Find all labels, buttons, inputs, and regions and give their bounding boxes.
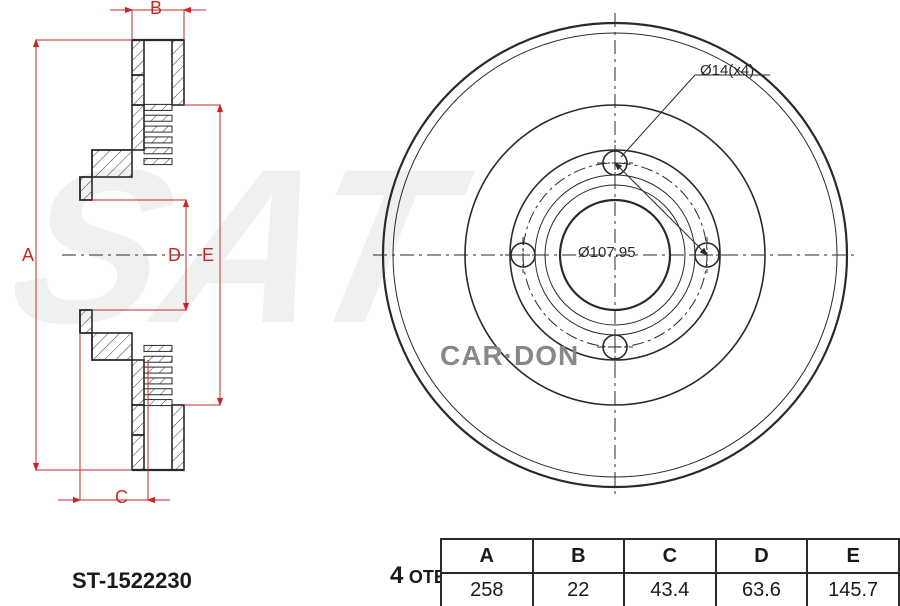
dim-letter-C: C xyxy=(115,487,128,508)
technical-drawing-svg xyxy=(0,0,900,606)
dim-letter-B: B xyxy=(150,0,162,19)
dim-header-B: B xyxy=(533,539,624,573)
dimensions-table: ABCDE 2582243.463.6145.7 xyxy=(440,538,900,606)
watermark-main: CAR·DON xyxy=(440,340,579,372)
holes-count-num: 4 xyxy=(390,562,403,589)
dim-letter-D: D xyxy=(168,245,181,266)
dim-header-C: C xyxy=(624,539,716,573)
dim-letter-E: E xyxy=(202,245,214,266)
dim-letter-A: A xyxy=(22,245,34,266)
drawing-canvas: SAT A B C D E Ø14(x4) Ø107.95 CAR·DON ST… xyxy=(0,0,900,606)
annot-bolt-hole: Ø14(x4) xyxy=(700,62,754,79)
dim-header-D: D xyxy=(716,539,808,573)
dim-value-A: 258 xyxy=(441,573,533,606)
dim-header-A: A xyxy=(441,539,533,573)
dim-value-E: 145.7 xyxy=(807,573,899,606)
dim-value-B: 22 xyxy=(533,573,624,606)
dim-value-D: 63.6 xyxy=(716,573,808,606)
dim-header-E: E xyxy=(807,539,899,573)
part-number: ST-1522230 xyxy=(72,568,192,594)
dim-value-C: 43.4 xyxy=(624,573,716,606)
annot-pcd: Ø107.95 xyxy=(578,244,636,261)
